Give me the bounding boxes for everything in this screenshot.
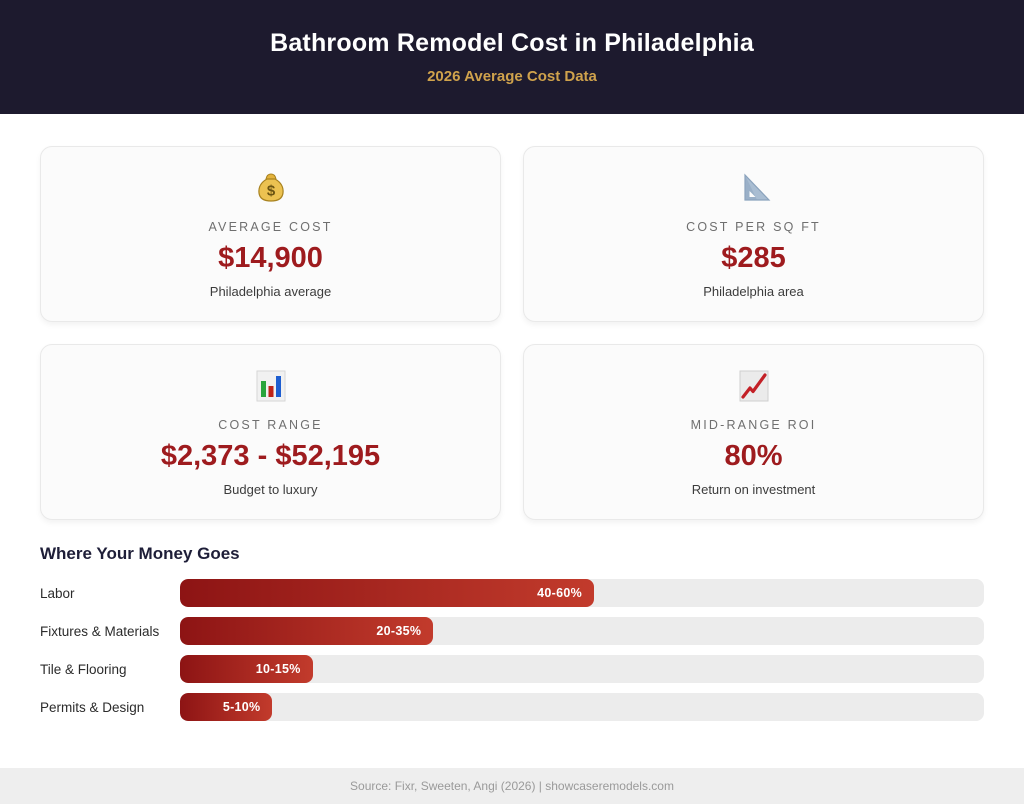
- stat-card-cost-range: COST RANGE $2,373 - $52,195 Budget to lu…: [40, 344, 501, 520]
- svg-text:$: $: [266, 183, 275, 200]
- stat-subtext: Budget to luxury: [223, 482, 318, 497]
- stat-label: AVERAGE COST: [208, 220, 333, 234]
- stat-subtext: Philadelphia area: [703, 284, 804, 299]
- category-label: Permits & Design: [40, 699, 145, 715]
- bar-value-label: 10-15%: [255, 662, 301, 676]
- bar-value-label: 20-35%: [376, 624, 422, 638]
- stat-card-mid-range-roi: MID-RANGE ROI 80% Return on investment: [523, 344, 984, 520]
- stat-card-cost-per-sqft: COST PER SQ FT $285 Philadelphia area: [523, 146, 984, 322]
- page-title: Bathroom Remodel Cost in Philadelphia: [270, 29, 754, 57]
- bar-track: 20-35%: [180, 617, 984, 645]
- stat-label: COST PER SQ FT: [686, 220, 821, 234]
- breakdown-row: Permits & Design 5-10%: [40, 693, 984, 721]
- breakdown-row: Tile & Flooring 10-15%: [40, 655, 984, 683]
- bar-value-label: 5-10%: [222, 700, 261, 714]
- page-subtitle: 2026 Average Cost Data: [427, 68, 597, 85]
- stat-cards-grid: $ AVERAGE COST $14,900 Philadelphia aver…: [40, 146, 984, 520]
- cost-breakdown-section: Where Your Money Goes Labor 40-60% Fixture…: [40, 544, 984, 721]
- bar-track: 40-60%: [180, 579, 984, 607]
- bar-fill: 20-35%: [180, 617, 434, 645]
- triangular-ruler-icon: [736, 169, 772, 207]
- stat-value: $2,373 - $52,195: [160, 440, 381, 472]
- bar-track: 10-15%: [180, 655, 984, 683]
- stat-value: $14,900: [218, 242, 323, 274]
- bar-chart-icon: [253, 367, 289, 405]
- category-label: Fixtures & Materials: [40, 623, 160, 639]
- breakdown-rows: Labor 40-60% Fixtures & Materials 20-35% Til…: [40, 579, 984, 721]
- chart-increasing-icon: [736, 367, 772, 405]
- bar-fill: 40-60%: [180, 579, 595, 607]
- stat-subtext: Return on investment: [691, 482, 816, 497]
- bar-fill: 5-10%: [180, 693, 273, 721]
- breakdown-row: Labor 40-60%: [40, 579, 984, 607]
- bar-track: 5-10%: [180, 693, 984, 721]
- stat-value: $285: [721, 242, 786, 274]
- page-header: Bathroom Remodel Cost in Philadelphia 20…: [0, 0, 1024, 114]
- category-label: Labor: [40, 585, 75, 601]
- page-footer: Source: Fixr, Sweeten, Angi (2026) | sho…: [0, 768, 1024, 804]
- stat-label: MID-RANGE ROI: [690, 418, 817, 432]
- breakdown-row: Fixtures & Materials 20-35%: [40, 617, 984, 645]
- stat-label: COST RANGE: [218, 418, 323, 432]
- stat-subtext: Philadelphia average: [209, 284, 332, 299]
- bar-value-label: 40-60%: [537, 586, 583, 600]
- bar-fill: 10-15%: [180, 655, 313, 683]
- stat-value: 80%: [724, 440, 783, 472]
- money-bag-icon: $: [253, 169, 289, 207]
- category-label: Tile & Flooring: [40, 661, 127, 677]
- stat-card-average-cost: $ AVERAGE COST $14,900 Philadelphia aver…: [40, 146, 501, 322]
- section-title: Where Your Money Goes: [40, 544, 240, 563]
- source-attribution: Source: Fixr, Sweeten, Angi (2026) | sho…: [350, 779, 674, 793]
